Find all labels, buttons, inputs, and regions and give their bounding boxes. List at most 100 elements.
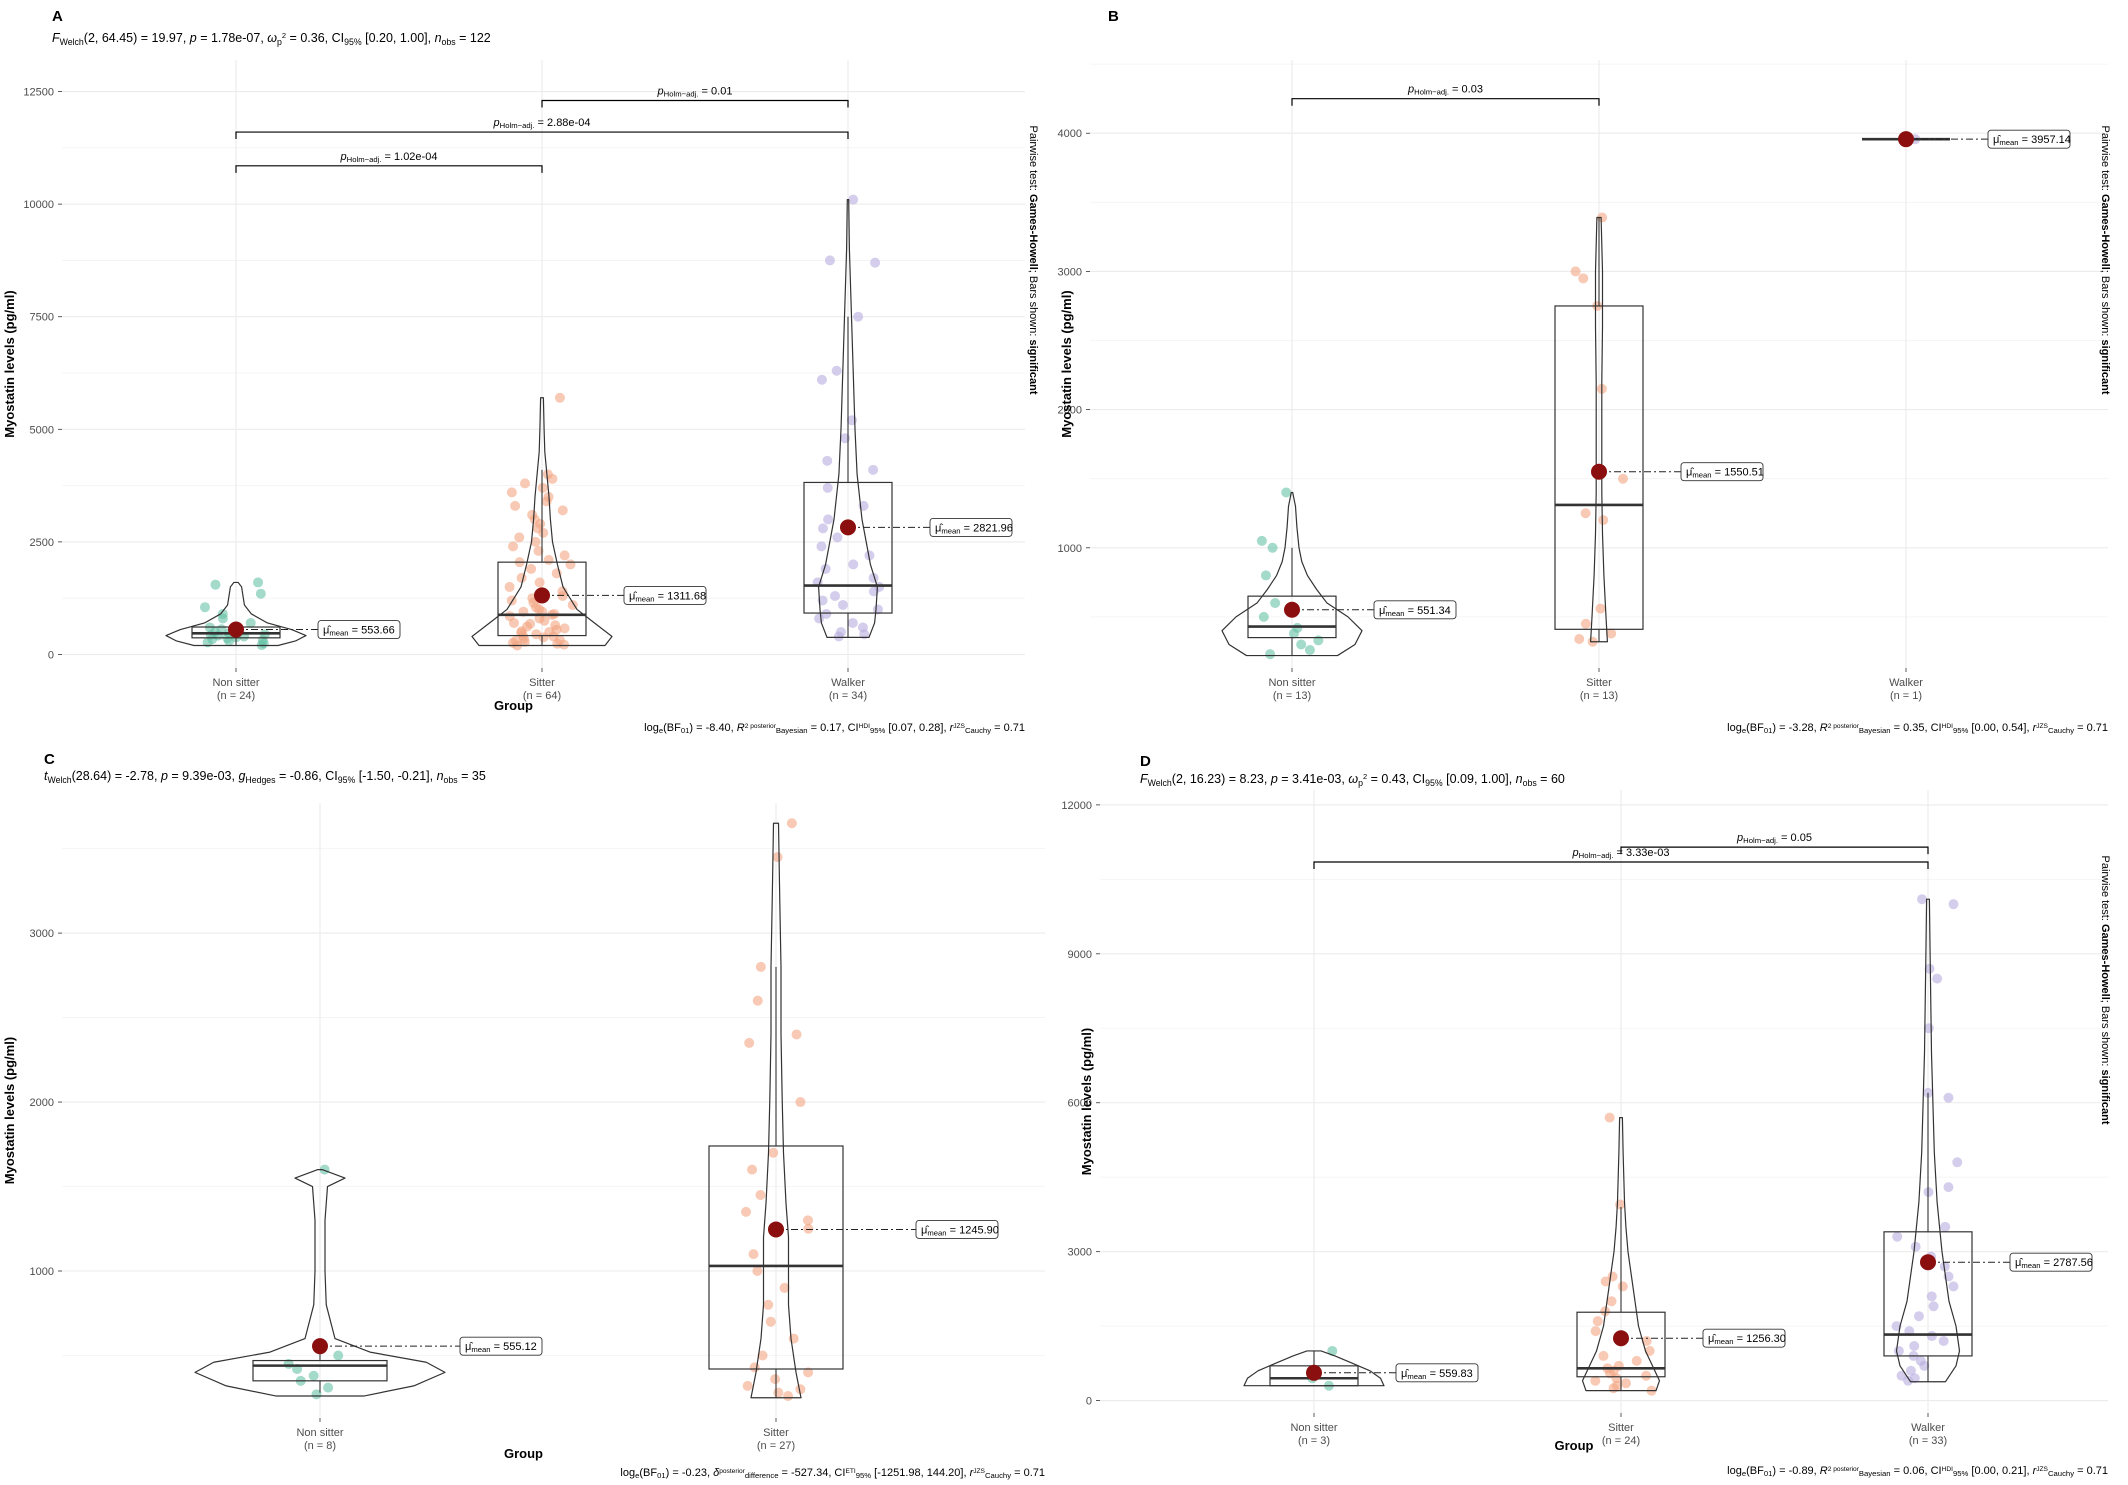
- data-point: [245, 617, 256, 628]
- mean-symbol: μ̂: [921, 1224, 929, 1236]
- data-point: [1617, 473, 1628, 484]
- mean-value: 551.34: [1417, 605, 1451, 617]
- data-point: [1600, 1276, 1611, 1287]
- text-part: r: [2033, 722, 2038, 734]
- mean-subscript: mean: [927, 1229, 946, 1238]
- text-part: = 0.71: [991, 722, 1025, 734]
- text-part: p: [160, 769, 168, 783]
- mean-symbol: μ̂: [465, 1341, 473, 1353]
- text-part: 95%: [344, 37, 362, 47]
- mean-value: 3957.14: [2031, 134, 2071, 146]
- x-tick-label: Walker: [831, 677, 865, 689]
- mean-label-box: [1702, 1328, 1786, 1348]
- group-sitter: Sitter(n = 13) μ̂mean = 1550.51: [1554, 212, 1764, 702]
- data-point: [1265, 649, 1276, 660]
- data-point: [1893, 1345, 1904, 1356]
- mean-label-box: [317, 620, 401, 640]
- data-point: [514, 532, 525, 543]
- group-sitter: Sitter(n = 27) μ̂mean = 1245.90: [708, 818, 999, 1452]
- text-part: (BF: [663, 722, 681, 734]
- data-point: [543, 554, 554, 565]
- mean-eq: =: [2019, 134, 2032, 146]
- data-point: [1258, 611, 1269, 622]
- x-tick-n-label: (n = 34): [829, 690, 867, 702]
- data-point: [1940, 1221, 1951, 1232]
- data-point: [559, 623, 570, 634]
- p-symbol: p: [1407, 84, 1414, 96]
- text-part: Games-Howell: [2099, 924, 2111, 1000]
- text-part: Bayesian: [776, 726, 808, 735]
- p-value: = 0.01: [699, 86, 733, 98]
- text-part: ; Bars shown:: [2099, 1000, 2111, 1070]
- mean-label-box: [1395, 1363, 1479, 1383]
- y-tick-label: 3000: [1058, 266, 1082, 278]
- mean-label: μ̂mean = 3957.14: [1993, 134, 2071, 147]
- group-sitter: Sitter(n = 64) μ̂mean = 1311.68: [471, 392, 707, 702]
- data-point: [533, 545, 544, 556]
- mean-subscript: mean: [2021, 1262, 2040, 1271]
- box: [1883, 1231, 1973, 1357]
- text-part: = 0.35, CI: [1891, 722, 1942, 734]
- data-point: [1313, 635, 1324, 646]
- text-part: 01: [657, 1471, 666, 1480]
- data-point: [853, 311, 864, 322]
- mean-symbol: μ̂: [1993, 134, 2001, 146]
- data-point: [742, 1380, 753, 1391]
- p-subscript: Holm−adj.: [1579, 851, 1614, 860]
- text-part: JZS: [2036, 1466, 2048, 1473]
- text-part: obs: [1523, 778, 1538, 788]
- significance-bracket: pHolm−adj. = 1.02e-04: [235, 151, 543, 173]
- data-point: [1952, 1157, 1963, 1168]
- data-point: [1304, 645, 1315, 656]
- mean-symbol: μ̂: [935, 522, 943, 534]
- data-point: [542, 469, 553, 480]
- group-non-sitter: Non sitter(n = 24) μ̂mean = 553.66: [165, 577, 401, 702]
- mean-point: [768, 1221, 784, 1238]
- data-point: [857, 622, 868, 633]
- data-point: [1592, 1316, 1603, 1327]
- data-point: [1943, 1182, 1954, 1193]
- violin: [165, 581, 307, 647]
- mean-value: 2787.56: [2053, 1257, 2093, 1269]
- p-symbol: p: [657, 86, 664, 98]
- data-point: [752, 1266, 763, 1277]
- stats-subtitle: FWelch(2, 16.23) = 8.23, p = 3.41e-03, ω…: [1140, 772, 1565, 788]
- y-tick-label: 3000: [1068, 1247, 1092, 1259]
- panel-a: A 0 2500 5000 7500 10000 12500 Myostatin levels…: [2, 8, 1039, 735]
- text-part: 95%: [1953, 1469, 1969, 1478]
- y-tick-label: 2000: [1058, 405, 1082, 417]
- bracket-line: [235, 165, 543, 173]
- text-part: Cauchy: [965, 726, 991, 735]
- x-tick-label: Sitter: [1608, 1422, 1634, 1434]
- text-part: ) = -8.40,: [689, 722, 736, 734]
- text-part: HDI: [1942, 1466, 1954, 1473]
- stats-subtitle: tWelch(28.64) = -2.78, p = 9.39e-03, gHe…: [44, 769, 486, 785]
- mean-point: [228, 621, 244, 638]
- mean-point: [1920, 1254, 1936, 1271]
- data-point: [817, 523, 828, 534]
- data-point: [1915, 1355, 1926, 1366]
- data-point: [504, 611, 515, 622]
- data-point: [506, 487, 517, 498]
- data-point: [830, 590, 841, 601]
- x-tick-label: Sitter: [1586, 677, 1612, 689]
- significance-bracket: pHolm−adj. = 0.01: [541, 86, 849, 108]
- text-part: HDI: [859, 723, 871, 730]
- p-subscript: Holm−adj.: [347, 155, 382, 164]
- text-part: (28.64) = -2.78,: [72, 769, 161, 783]
- panel-b: B 1000 2000 3000 4000 Myostatin levels (pg/ml…: [1058, 8, 2111, 735]
- mean-eq: =: [947, 1224, 960, 1236]
- text-part: = 0.36, CI: [286, 31, 344, 45]
- text-part: R: [737, 722, 745, 734]
- data-point: [803, 1367, 814, 1378]
- text-part: r: [950, 722, 955, 734]
- p-subscript: Holm−adj.: [500, 121, 535, 130]
- x-tick-n-label: (n = 1): [1890, 690, 1922, 702]
- bracket-label: pHolm−adj. = 1.02e-04: [340, 151, 438, 164]
- text-part: [0.09, 1.00],: [1443, 772, 1516, 786]
- mean-eq: =: [491, 1341, 504, 1353]
- mean-point: [1613, 1330, 1629, 1347]
- p-value: = 1.02e-04: [381, 151, 437, 163]
- text-part: Games-Howell: [2099, 194, 2111, 270]
- data-point: [840, 433, 851, 444]
